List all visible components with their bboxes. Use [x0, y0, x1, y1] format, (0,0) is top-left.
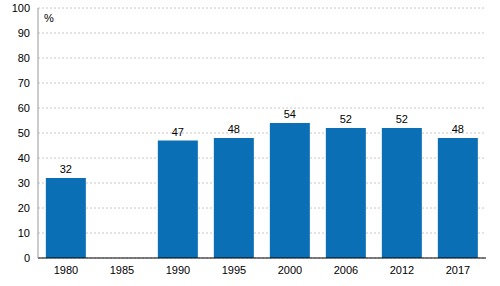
- svg-text:2017: 2017: [446, 264, 470, 276]
- svg-text:50: 50: [18, 127, 30, 139]
- svg-text:60: 60: [18, 102, 30, 114]
- svg-text:2000: 2000: [278, 264, 302, 276]
- svg-text:30: 30: [18, 177, 30, 189]
- svg-text:2012: 2012: [390, 264, 414, 276]
- svg-text:1995: 1995: [222, 264, 246, 276]
- svg-text:80: 80: [18, 52, 30, 64]
- svg-text:1985: 1985: [110, 264, 134, 276]
- svg-text:70: 70: [18, 77, 30, 89]
- svg-text:32: 32: [60, 163, 72, 175]
- svg-text:2006: 2006: [334, 264, 358, 276]
- svg-text:90: 90: [18, 27, 30, 39]
- svg-text:47: 47: [172, 126, 184, 138]
- svg-text:1980: 1980: [54, 264, 78, 276]
- svg-text:10: 10: [18, 227, 30, 239]
- svg-text:20: 20: [18, 202, 30, 214]
- svg-text:52: 52: [396, 113, 408, 125]
- svg-text:54: 54: [284, 108, 296, 120]
- svg-text:100: 100: [12, 2, 30, 14]
- svg-text:48: 48: [228, 123, 240, 135]
- svg-text:1990: 1990: [166, 264, 190, 276]
- svg-text:40: 40: [18, 152, 30, 164]
- svg-text:52: 52: [340, 113, 352, 125]
- svg-text:0: 0: [24, 252, 30, 264]
- svg-text:48: 48: [452, 123, 464, 135]
